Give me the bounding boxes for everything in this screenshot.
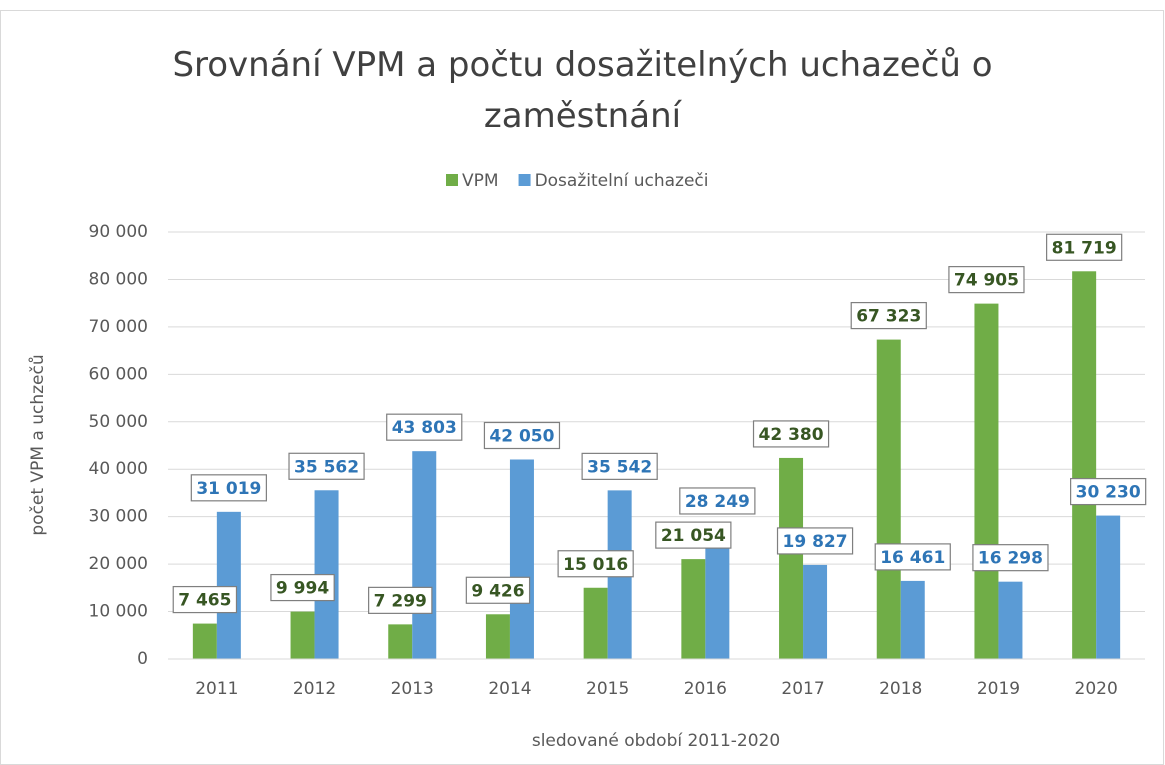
value-label-box <box>679 487 756 515</box>
bar <box>412 451 437 659</box>
value-label-box <box>368 586 433 614</box>
legend-swatch <box>518 174 531 186</box>
value-label: 16 298 <box>978 549 1043 569</box>
value-label-box <box>386 413 463 441</box>
x-tick-label: 2014 <box>488 679 531 699</box>
value-label-box <box>1046 233 1123 261</box>
bar <box>583 587 608 659</box>
x-tick-label: 2019 <box>977 679 1020 699</box>
bar <box>290 611 315 659</box>
x-tick-label: 2011 <box>195 679 238 699</box>
value-label-box <box>581 452 658 480</box>
value-label: 9 994 <box>276 579 329 599</box>
x-axis-title: sledované období 2011-2020 <box>532 731 780 751</box>
y-axis-title: počet VPM a uchzečů <box>28 354 48 535</box>
x-tick-label: 2016 <box>684 679 727 699</box>
bar <box>681 559 706 659</box>
bar <box>192 623 217 659</box>
value-label: 43 803 <box>392 418 457 438</box>
value-label: 35 562 <box>294 457 359 477</box>
value-label: 21 054 <box>661 526 726 546</box>
y-tick-label: 40 000 <box>89 459 148 479</box>
bar <box>485 614 510 659</box>
y-tick-label: 80 000 <box>89 269 148 289</box>
value-label: 7 299 <box>374 591 427 611</box>
value-label-box <box>752 420 830 448</box>
bar <box>974 303 999 659</box>
bar <box>803 564 828 659</box>
value-label: 67 323 <box>856 307 921 327</box>
value-label-box <box>557 550 634 578</box>
y-tick-label: 10 000 <box>89 602 148 622</box>
legend-label: Dosažitelní uchazeči <box>535 171 709 191</box>
bar <box>900 580 925 659</box>
y-tick-label: 0 <box>137 649 148 669</box>
value-label-box <box>270 573 335 602</box>
bar <box>779 457 804 659</box>
value-label-box <box>190 474 267 502</box>
bar <box>876 339 901 659</box>
value-label-box <box>948 266 1025 294</box>
x-tick-label: 2013 <box>391 679 434 699</box>
chart-title: Srovnání VPM a počtu dosažitelných uchaz… <box>172 45 993 136</box>
x-tick-label: 2012 <box>293 679 336 699</box>
bar <box>998 581 1023 659</box>
value-label: 28 249 <box>685 492 750 512</box>
y-tick-label: 50 000 <box>89 412 148 432</box>
y-tick-label: 30 000 <box>89 507 148 527</box>
value-label: 30 230 <box>1076 483 1141 503</box>
legend-label: VPM <box>462 171 499 191</box>
value-label: 16 461 <box>880 548 945 568</box>
value-label-box <box>776 527 854 555</box>
legend-swatch <box>446 174 458 186</box>
value-label-box <box>1070 477 1147 506</box>
y-tick-label: 70 000 <box>89 317 148 337</box>
bar <box>1096 515 1121 659</box>
value-label: 31 019 <box>196 479 261 499</box>
y-tick-label: 90 000 <box>89 222 148 242</box>
value-label-box <box>172 585 238 614</box>
value-label-box <box>465 576 531 604</box>
bar <box>1072 271 1097 659</box>
bar <box>388 624 413 659</box>
bar <box>216 511 241 659</box>
value-label: 9 426 <box>471 581 524 601</box>
value-label-box <box>288 452 365 480</box>
value-label: 7 465 <box>178 591 231 611</box>
value-label-box <box>483 421 561 450</box>
value-label: 81 719 <box>1052 238 1117 258</box>
x-tick-label: 2018 <box>879 679 922 699</box>
value-label: 42 380 <box>759 425 824 445</box>
x-tick-label: 2015 <box>586 679 629 699</box>
value-label: 15 016 <box>563 555 628 575</box>
x-tick-label: 2017 <box>781 679 824 699</box>
y-tick-label: 20 000 <box>89 554 148 574</box>
value-label: 42 050 <box>489 426 554 446</box>
value-label: 35 542 <box>587 457 652 477</box>
x-tick-label: 2020 <box>1075 679 1118 699</box>
value-label-box <box>655 521 732 549</box>
y-tick-label: 60 000 <box>89 364 148 384</box>
value-label-box <box>972 544 1049 572</box>
value-label-box <box>874 543 951 571</box>
value-label: 74 905 <box>954 271 1019 291</box>
bar <box>509 459 534 659</box>
value-label-box <box>850 301 927 330</box>
value-label: 19 827 <box>783 532 848 552</box>
